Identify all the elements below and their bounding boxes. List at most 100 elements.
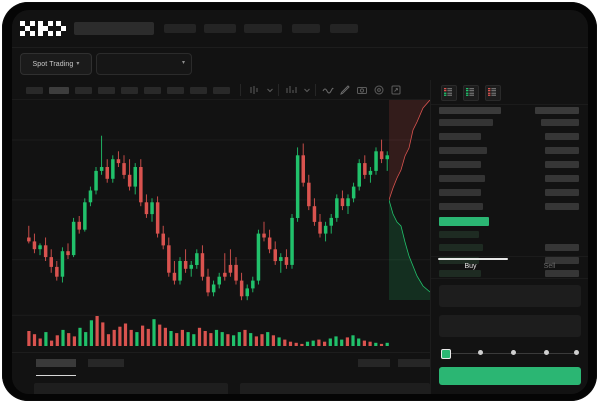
- volume-canvas: [27, 316, 389, 346]
- ticker-bar: Spot Trading ▾ ▾: [12, 48, 588, 118]
- orderbook-header-row: [431, 107, 588, 116]
- toolbar-separator: [278, 84, 279, 96]
- app-screen: Spot Trading ▾ ▾: [12, 10, 588, 394]
- settings-gear-icon[interactable]: [373, 84, 385, 96]
- tab-buy[interactable]: Buy: [464, 263, 477, 270]
- volume-histogram: [12, 308, 430, 352]
- orderbook-row-ask[interactable]: [431, 133, 588, 142]
- slider-step-3[interactable]: [511, 350, 516, 355]
- order-form: [431, 279, 588, 394]
- timeframe-button-7[interactable]: [167, 87, 184, 94]
- nav-item-1[interactable]: [164, 24, 196, 33]
- top-header: [12, 10, 588, 48]
- camera-icon[interactable]: [356, 84, 368, 96]
- search-input[interactable]: [74, 22, 154, 35]
- timeframe-button-9[interactable]: [213, 87, 230, 94]
- fullscreen-icon[interactable]: [390, 84, 402, 96]
- market-type-dropdown[interactable]: Spot Trading ▾: [20, 53, 92, 75]
- pair-selector-dropdown[interactable]: ▾: [96, 53, 192, 75]
- orderbook-row-bid[interactable]: [431, 231, 588, 240]
- amount-slider[interactable]: [441, 349, 579, 359]
- orderbook-amount: [545, 147, 579, 154]
- orderbook-mode-both[interactable]: [441, 85, 457, 101]
- depth-canvas: [389, 100, 430, 300]
- orderbook-row-ask[interactable]: [431, 119, 588, 128]
- orderbook-row-bid[interactable]: [431, 257, 588, 266]
- orderbook-display-modes: [441, 85, 501, 101]
- chevron-down-icon: ▾: [76, 61, 80, 67]
- bottom-action-2[interactable]: [398, 359, 430, 367]
- timeframe-button-3[interactable]: [75, 87, 92, 94]
- nav-item-5[interactable]: [330, 24, 358, 33]
- timeframe-button-1[interactable]: [26, 87, 43, 94]
- orderbook-price: [439, 203, 483, 210]
- nav-item-3[interactable]: [244, 24, 282, 33]
- tab-active-underline: [36, 375, 76, 376]
- chart-gridlines: [12, 139, 430, 316]
- orderbook-row-ask[interactable]: [431, 161, 588, 170]
- timeframe-button-2[interactable]: [49, 87, 69, 94]
- slider-step-4[interactable]: [544, 350, 549, 355]
- tab-sell[interactable]: Sell: [543, 263, 556, 270]
- timeframe-button-4[interactable]: [98, 87, 115, 94]
- candlestick-chart[interactable]: [12, 100, 430, 322]
- orderbook-amount: [545, 133, 579, 140]
- orderbook-amount: [545, 257, 579, 264]
- tab-open-orders[interactable]: [36, 359, 76, 367]
- slider-step-2[interactable]: [478, 350, 483, 355]
- orderbook-row-bid[interactable]: [431, 270, 588, 279]
- pencil-icon[interactable]: [339, 84, 351, 96]
- orderbook-mode-asks[interactable]: [485, 85, 501, 101]
- orderbook-amount: [541, 119, 579, 126]
- orderbook-row-ask[interactable]: [431, 203, 588, 212]
- orderbook[interactable]: [431, 105, 588, 277]
- depth-chart: [389, 100, 430, 300]
- bottom-panel: [12, 352, 430, 394]
- chart-region: [12, 80, 430, 352]
- orderbook-row-ask[interactable]: [431, 175, 588, 184]
- orderbook-last-price: [439, 217, 489, 226]
- orderbook-price: [439, 161, 481, 168]
- orderbook-price: [439, 244, 483, 251]
- timeframe-button-8[interactable]: [190, 87, 207, 94]
- nav-item-2[interactable]: [204, 24, 236, 33]
- slider-step-5[interactable]: [574, 350, 579, 355]
- toolbar-divider: [12, 99, 430, 100]
- orderbook-mode-bids[interactable]: [463, 85, 479, 101]
- nav-item-4[interactable]: [292, 24, 320, 33]
- orderbook-amount: [545, 161, 579, 168]
- candlestick-canvas: [12, 135, 430, 316]
- orderbook-price: [439, 147, 487, 154]
- sidebar-divider: [431, 256, 588, 257]
- bottom-panel-left: [34, 383, 228, 394]
- slider-handle[interactable]: [441, 349, 451, 359]
- orderbook-price: [439, 119, 493, 126]
- orderbook-amount: [545, 175, 579, 182]
- chart-toolbar: [12, 80, 430, 100]
- market-type-label: Spot Trading: [32, 60, 74, 68]
- timeframe-button-6[interactable]: [144, 87, 161, 94]
- candle-series: [27, 135, 389, 301]
- amount-field[interactable]: [439, 315, 581, 337]
- submit-order-button[interactable]: [439, 367, 581, 385]
- orderbook-price: [439, 133, 481, 140]
- orderbook-row-ask[interactable]: [431, 147, 588, 156]
- tab-order-history[interactable]: [88, 359, 124, 367]
- orderbook-price: [439, 270, 481, 277]
- buy-sell-divider: [431, 278, 588, 279]
- orderbook-row-bid[interactable]: [431, 244, 588, 253]
- chart-type-icon[interactable]: [248, 84, 260, 96]
- indicators-caret-icon[interactable]: [301, 84, 313, 96]
- toolbar-separator: [315, 84, 316, 96]
- orderbook-amount: [545, 203, 579, 210]
- indicators-icon[interactable]: [285, 84, 297, 96]
- orderbook-modes-divider: [431, 104, 588, 105]
- buy-sell-tabs: Buy Sell: [431, 257, 588, 279]
- okx-logo[interactable]: [20, 21, 66, 37]
- orderbook-row-ask[interactable]: [431, 189, 588, 198]
- bottom-action-1[interactable]: [358, 359, 390, 367]
- price-field[interactable]: [439, 285, 581, 307]
- wave-icon[interactable]: [322, 84, 334, 96]
- chart-type-caret-icon[interactable]: [264, 84, 276, 96]
- timeframe-button-5[interactable]: [121, 87, 138, 94]
